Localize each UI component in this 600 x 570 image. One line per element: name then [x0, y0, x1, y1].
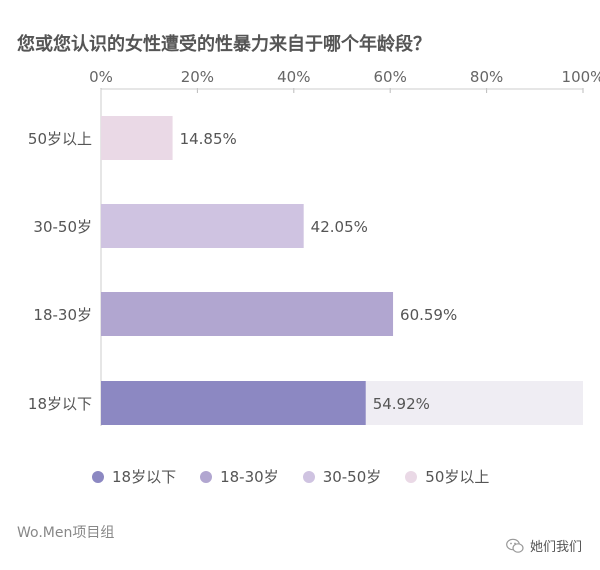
bar — [101, 292, 394, 336]
legend-swatch — [405, 470, 418, 483]
bar-chart: 0% 20% 40% 60% 80% 100% 14.85% 50岁以上 42.05% 30-50… — [28, 68, 600, 426]
x-tick-label: 80% — [470, 68, 503, 86]
legend-swatch — [302, 470, 315, 483]
legend-swatch — [200, 470, 213, 483]
category-label: 18岁以下 — [28, 395, 92, 413]
chart-title: 您或您认识的女性遭受的性暴力来自于哪个年龄段？ — [17, 34, 431, 55]
legend-item: 30-50岁 — [302, 466, 382, 487]
legend-label: 50岁以上 — [425, 468, 490, 486]
bar — [101, 204, 304, 248]
x-tick-label: 100% — [562, 68, 600, 86]
wechat-icon — [506, 538, 524, 553]
bar — [101, 116, 173, 160]
bar-value-label: 60.59% — [400, 306, 457, 324]
x-tick-label: 0% — [89, 68, 113, 86]
source-label: Wo.Men项目组 — [17, 525, 115, 541]
wechat-account[interactable]: 她们我们 — [506, 536, 582, 555]
x-tick-label: 40% — [277, 68, 310, 86]
chart-legend: 18岁以下 18-30岁 30-50岁 50岁以上 — [92, 466, 489, 487]
legend-label: 18岁以下 — [112, 468, 177, 486]
bar — [101, 381, 366, 425]
account-name: 她们我们 — [529, 540, 582, 555]
legend-item: 18岁以下 — [92, 466, 176, 487]
bar-value-label: 14.85% — [180, 130, 237, 148]
legend-label: 18-30岁 — [220, 468, 279, 486]
legend-item: 50岁以上 — [405, 466, 489, 487]
category-label: 18-30岁 — [33, 306, 92, 324]
legend-label: 30-50岁 — [322, 468, 382, 486]
x-tick-label: 20% — [181, 68, 214, 86]
bar-value-label: 54.92% — [373, 395, 430, 413]
legend-swatch — [92, 470, 104, 483]
x-tick-label: 60% — [374, 68, 407, 86]
legend-item: 18-30岁 — [200, 466, 279, 487]
category-label: 30-50岁 — [33, 218, 92, 236]
category-label: 50岁以上 — [28, 130, 92, 148]
bar-value-label: 42.05% — [311, 218, 368, 236]
